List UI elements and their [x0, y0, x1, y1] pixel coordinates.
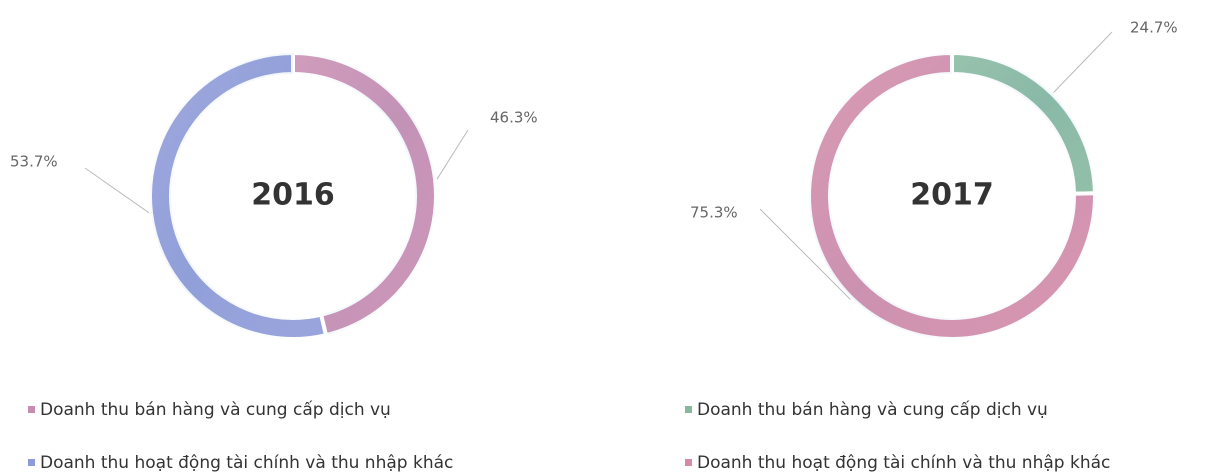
legend-label: Doanh thu hoạt động tài chính và thu nhậ… [40, 453, 453, 472]
leader-line [1053, 31, 1113, 93]
legend-label: Doanh thu bán hàng và cung cấp dịch vụ [697, 399, 1048, 420]
leader-line [84, 167, 150, 214]
legend-label: Doanh thu hoạt động tài chính và thu nhậ… [697, 453, 1110, 472]
legend-swatch [28, 459, 35, 466]
legend-label: Doanh thu bán hàng và cung cấp dịch vụ [40, 399, 391, 420]
legend-swatch [28, 406, 35, 413]
data-label: 24.7% [1130, 19, 1178, 37]
slice-sheen [293, 53, 436, 336]
leader-line [759, 208, 851, 300]
legend-swatch [685, 459, 692, 466]
data-label: 53.7% [10, 153, 58, 171]
legend-swatch [685, 406, 692, 413]
chart-title: 2016 [251, 178, 335, 213]
slice-sheen [149, 53, 326, 339]
data-label: 75.3% [690, 204, 738, 222]
chart-title: 2017 [910, 178, 994, 213]
data-label: 46.3% [490, 109, 538, 127]
slice-sheen [952, 53, 1095, 194]
leader-line [436, 129, 469, 180]
